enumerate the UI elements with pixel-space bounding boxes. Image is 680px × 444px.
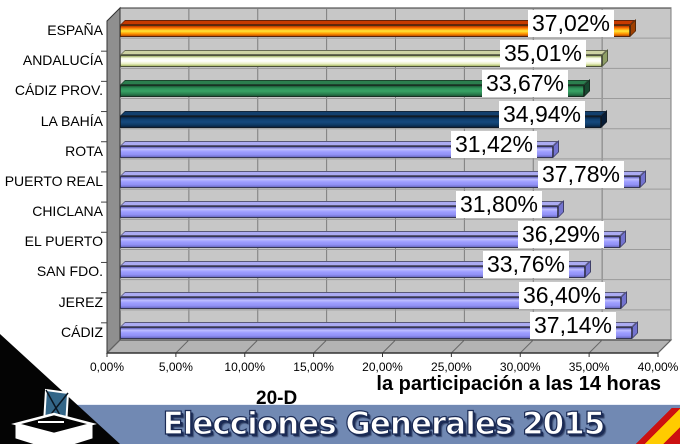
chart-subtitle: la participación a las 14 horas [376,373,661,395]
bar [120,115,601,128]
category-label: CÁDIZ PROV. [14,82,103,99]
bar-value-label: 37,14% [529,311,616,339]
bar [120,236,620,249]
bar [120,175,640,188]
category-label: ESPAÑA [47,22,103,38]
bar-value-label: 33,67% [481,70,568,98]
bar-value-label: 37,78% [537,160,624,188]
bar [120,206,558,219]
x-axis-tick-label: 20,00% [362,360,403,374]
bottom-banner: Elecciones Generales 2015 [0,404,680,444]
x-axis-tick-label: 5,00% [158,360,193,374]
x-axis-tick-label: 10,00% [224,360,266,374]
bar-value-label: 37,02% [527,10,614,37]
banner-title: Elecciones Generales 2015 [162,405,606,442]
bar [120,145,553,158]
ballot-box [11,412,97,444]
category-label: PUERTO REAL [4,172,103,189]
x-axis-tick-label: 25,00% [431,360,472,374]
bar-value-label: 34,94% [498,100,585,128]
x-axis-tick-label: 30,00% [499,360,541,374]
category-label: EL PUERTO [24,233,103,250]
bar-value-label: 35,01% [499,40,586,68]
category-label: ROTA [65,142,103,159]
bar [120,326,632,339]
bar [120,55,602,68]
election-date-tag: 20-D [256,388,298,409]
x-axis-tick-label: 0,00% [89,360,125,374]
bar-value-label: 36,29% [517,221,604,249]
spanish-flag-corner [628,408,680,444]
bar [120,266,585,279]
x-axis-tick-label: 40,00% [637,360,679,374]
category-label: JEREZ [58,293,103,310]
bar-value-label: 31,80% [455,191,542,219]
category-label: LA BAHÍA [40,112,103,129]
category-label: ANDALUCÍA [22,52,103,69]
bar [120,85,584,98]
bar-value-label: 33,76% [482,251,569,279]
bar [120,25,630,37]
ballot-box-icon [11,388,97,444]
x-axis-tick-label: 15,00% [293,360,334,374]
category-label: CÁDIZ [61,323,103,340]
participation-bar-chart: ESPAÑA 37,02% ANDALUCÍA 35,01% CÁDIZ PROV. 33… [4,6,679,374]
category-label: SAN FDO. [36,263,103,280]
bar [120,296,621,309]
category-label: CHICLANA [32,203,103,220]
bar-value-label: 31,42% [450,130,537,158]
x-axis-tick-label: 35,00% [568,360,610,374]
bar-value-label: 36,40% [518,281,605,309]
